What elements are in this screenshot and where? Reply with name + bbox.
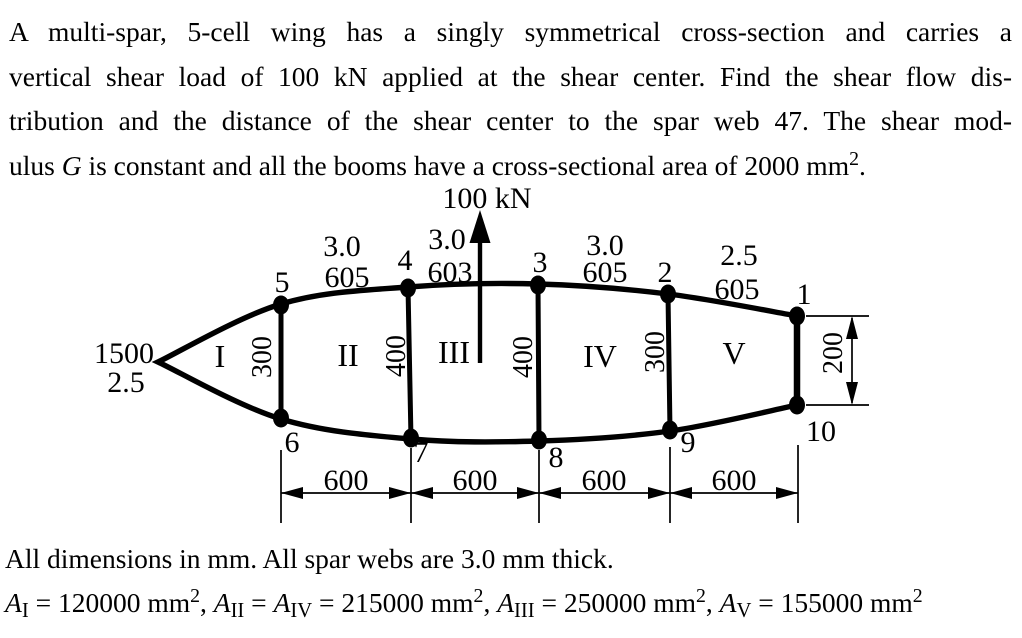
spar-web-38: [535, 281, 542, 444]
panel-32-thickness-label: 3.0: [586, 229, 624, 262]
boom-2: [660, 284, 676, 304]
bottom-dim-label-2: 600: [453, 464, 498, 497]
dim1-arrow-left: [281, 487, 303, 499]
boom-9: [662, 420, 678, 440]
boom-7: [403, 428, 419, 448]
right-dim-arrow-up: [846, 316, 858, 339]
dim4-arrow-left: [670, 487, 692, 499]
cell-areas-formula: AI = 120000 mm2, AII = AIV = 215000 mm2,…: [5, 585, 923, 622]
boom-label-8: 8: [549, 441, 564, 474]
boom-label-6: 6: [285, 426, 300, 459]
web-29-height-label: 300: [640, 331, 671, 373]
cell-label-II: II: [337, 337, 358, 373]
boom-5: [273, 295, 289, 315]
boom-10: [789, 395, 805, 415]
boom-label-9: 9: [681, 426, 696, 459]
boom-4: [400, 278, 416, 298]
dim2-arrow-right: [517, 487, 539, 499]
bottom-dim-label-1: 600: [324, 464, 369, 497]
bottom-dim-label-4: 600: [712, 464, 757, 497]
bottom-dim-label-3: 600: [582, 464, 627, 497]
panel-21-length-label: 605: [715, 273, 760, 306]
dim3-arrow-left: [539, 487, 561, 499]
problem-statement: A multi-spar, 5-cell wing has a singly s…: [9, 10, 1012, 191]
boom-label-10: 10: [806, 415, 836, 448]
right-dim-arrow-down: [846, 382, 858, 405]
spar-web-29: [665, 291, 673, 434]
boom-label-1: 1: [797, 278, 812, 311]
web-47-height-label: 400: [381, 335, 412, 377]
boom-label-7: 7: [414, 436, 429, 469]
boom-6: [273, 408, 289, 428]
cell-label-IV: IV: [583, 338, 617, 374]
load-label: 100 kN: [442, 182, 531, 215]
problem-line-1: A multi-spar, 5-cell wing has a singly s…: [9, 16, 1012, 47]
spar-web-47: [405, 284, 414, 442]
boom-3: [530, 275, 546, 295]
panel-54-thickness-label: 3.0: [323, 230, 361, 263]
panel-43-length-label: 603: [428, 256, 473, 289]
boom-label-5: 5: [275, 266, 290, 299]
boom-label-4: 4: [398, 244, 413, 277]
cell-label-V: V: [722, 335, 745, 371]
web-56-height-label: 300: [247, 336, 278, 378]
panel-43-thickness-label: 3.0: [428, 223, 466, 256]
dim2-arrow-left: [411, 487, 433, 499]
panel-21-thickness-label: 2.5: [720, 239, 758, 272]
dim1-arrow-right: [389, 487, 411, 499]
dim4-arrow-right: [776, 487, 798, 499]
cell-label-III: III: [438, 334, 470, 370]
panel-54-length-label: 605: [325, 261, 370, 294]
problem-line-3: tribution and the distance of the shear …: [9, 105, 1012, 136]
boom-label-2: 2: [658, 256, 673, 289]
load-arrow-head: [469, 210, 491, 243]
panel-32-length-label: 605: [583, 256, 628, 289]
web-110-height-label: 200: [818, 332, 849, 374]
web-38-height-label: 400: [508, 336, 539, 378]
nose-thickness-label: 2.5: [107, 366, 145, 399]
problem-line-2: vertical shear load of 100 kN applied at…: [9, 60, 1012, 92]
dimensions-note: All dimensions in mm. All spar webs are …: [5, 543, 614, 574]
problem-line-4: ulus G is constant and all the booms hav…: [9, 147, 866, 181]
boom-8: [531, 430, 547, 450]
boom-1: [789, 306, 805, 326]
dim3-arrow-right: [648, 487, 670, 499]
nose-chord-label: 1500: [94, 337, 154, 370]
boom-label-3: 3: [533, 246, 548, 279]
cell-label-I: I: [215, 338, 226, 374]
